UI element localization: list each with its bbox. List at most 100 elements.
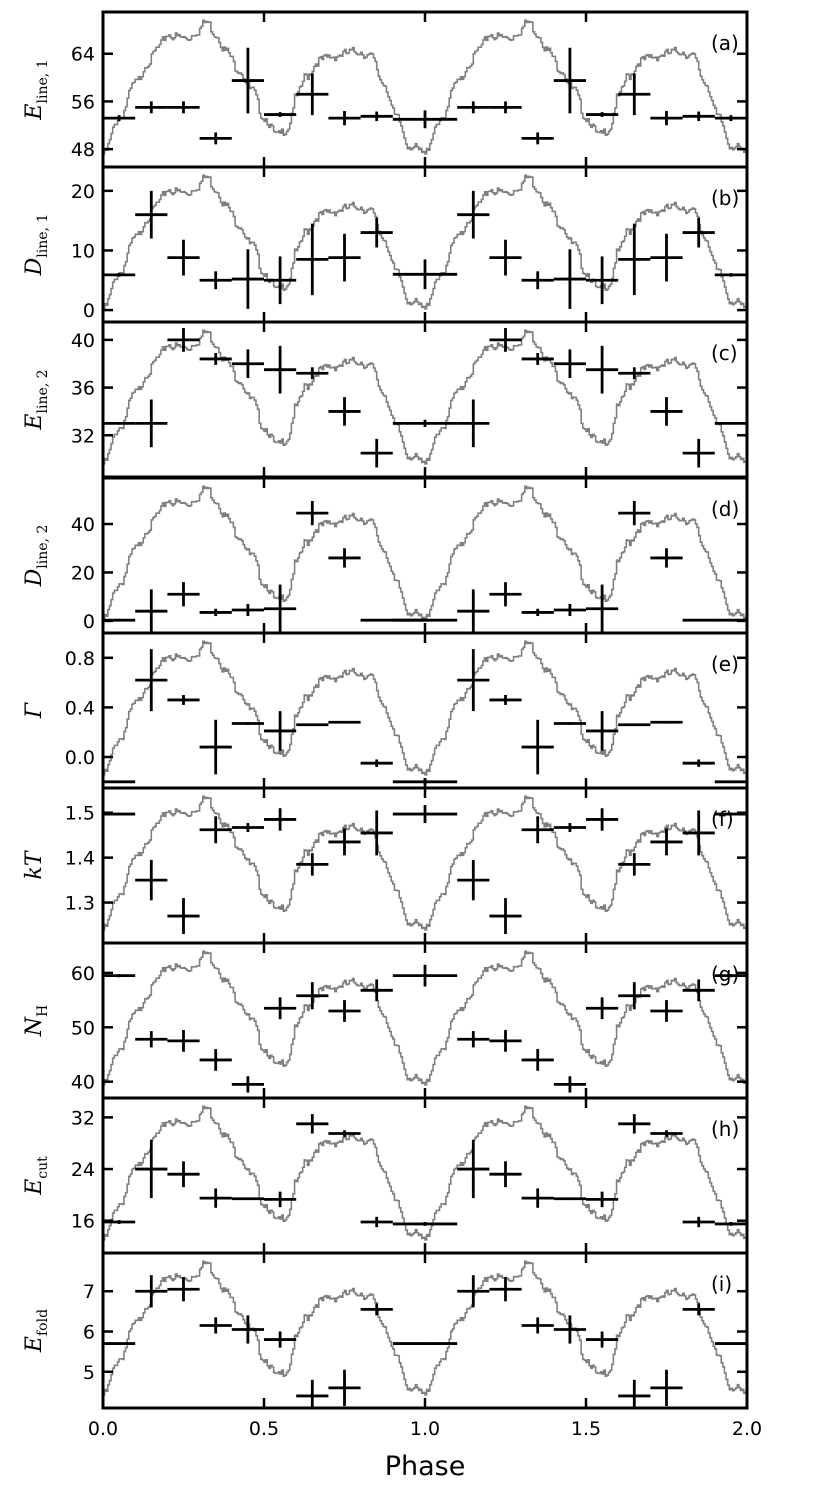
data-point [231,249,264,309]
data-point [521,353,554,365]
y-tick-label: 50 [71,1017,95,1039]
data-point [618,501,651,526]
data-point [457,399,490,448]
panel-label: (h) [711,1117,739,1141]
data-point [360,1303,393,1316]
data-point [682,1216,715,1228]
panel-e: 0.0 0.4 0.8 (e) Γ [22,631,749,790]
x-tick-label: 1.5 [571,1418,601,1440]
data-point [650,397,683,426]
y-tick-label: 1.3 [65,893,95,915]
data-point [328,828,361,856]
data-point [650,110,683,126]
data-point [360,1216,393,1228]
data-point [521,132,554,145]
data-point [618,223,651,296]
data-point [296,1114,329,1134]
data-point [682,217,715,248]
data-point [457,1275,490,1308]
data-point [521,1049,554,1071]
x-tick-label: 0.0 [88,1418,118,1440]
data-point [714,974,747,978]
data-point [586,711,619,751]
pulse-profile-line [103,329,747,465]
data-point [296,223,329,296]
data-point [521,1317,554,1334]
data-point [199,271,232,290]
data-point [360,979,393,1002]
data-point [328,1000,361,1022]
data-point [231,722,264,725]
data-point [392,805,458,824]
data-point [264,112,297,117]
data-point [457,1139,490,1199]
data-point [489,1277,522,1302]
data-point [392,110,458,129]
x-axis-label: Phase [385,1451,466,1482]
data-point [199,816,232,844]
y-axis-label: Dline, 2 [22,525,51,588]
data-point [586,1191,619,1208]
data-point [682,810,715,856]
data-point [167,1277,200,1302]
y-tick-label: 48 [71,139,95,161]
data-point [103,273,136,277]
data-point [586,997,619,1020]
data-point [489,101,522,114]
y-axis-label: Ecut [22,1156,51,1196]
y-tick-label: 36 [71,378,95,400]
data-point [167,1161,200,1188]
y-tick-label: 0 [83,611,95,633]
data-point [457,190,490,239]
data-point [103,1220,136,1224]
data-point [553,603,586,617]
data-point [167,582,200,607]
data-point [650,828,683,856]
data-point [231,47,264,114]
data-point [199,719,232,775]
y-axis-label: Eline, 1 [22,59,51,120]
data-point [264,256,297,305]
data-point [714,115,747,122]
data-point [199,1188,232,1208]
y-tick-label: 1.5 [65,803,95,825]
data-point [264,1191,297,1208]
data-point [553,349,586,379]
data-point [553,1076,586,1093]
y-axis-label: kT [22,849,47,879]
data-point [521,719,554,775]
data-point [264,1331,297,1348]
panel-label: (g) [711,962,739,986]
data-point [328,397,361,426]
data-point [489,1030,522,1052]
data-point [103,1342,136,1345]
data-point [586,345,619,394]
y-tick-label: 20 [71,562,95,584]
data-point [264,808,297,831]
data-point [135,859,168,901]
y-axis-label: Eline, 2 [22,369,51,430]
panel-d: 0 20 40 (d) Dline, 2 [22,476,749,635]
data-point [553,722,586,725]
panel-f: 1.3 1.4 1.5 (f) kT [22,786,749,945]
data-point [650,1369,683,1406]
data-point [135,1031,168,1048]
data-point [328,720,361,724]
data-point [489,582,522,607]
data-point [103,812,136,816]
data-point [618,73,651,116]
data-point [264,584,297,633]
y-tick-label: 0.0 [65,747,95,769]
data-point [457,649,490,712]
data-point [618,1114,651,1134]
data-point [521,608,554,617]
data-point [231,823,264,833]
pulse-profile-line [103,19,747,155]
data-point [489,695,522,705]
data-point [328,548,361,568]
data-point [360,438,393,468]
data-point [135,101,168,114]
data-point [714,780,747,784]
y-tick-label: 0.4 [65,697,95,719]
data-point [360,217,393,248]
